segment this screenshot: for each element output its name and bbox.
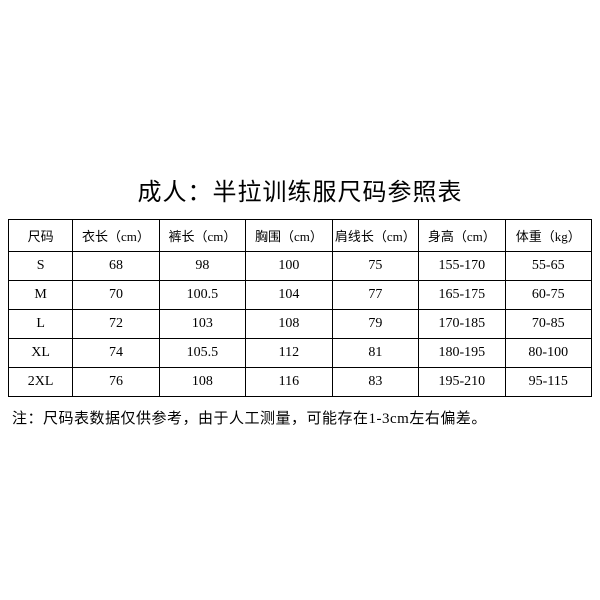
cell-value: 95-115 (505, 368, 591, 397)
table-row: S 68 98 100 75 155-170 55-65 (9, 252, 592, 281)
cell-value: 79 (332, 310, 418, 339)
cell-size: 2XL (9, 368, 73, 397)
cell-value: 104 (246, 281, 332, 310)
page-title: 成人：半拉训练服尺码参照表 (8, 172, 592, 207)
col-header-height: 身高（cm） (419, 220, 505, 252)
cell-value: 98 (159, 252, 245, 281)
cell-value: 195-210 (419, 368, 505, 397)
footnote: 注：尺码表数据仅供参考，由于人工测量，可能存在1-3cm左右偏差。 (8, 407, 592, 428)
cell-value: 60-75 (505, 281, 591, 310)
cell-value: 55-65 (505, 252, 591, 281)
cell-value: 100.5 (159, 281, 245, 310)
size-table: 尺码 衣长（cm） 裤长（cm） 胸围（cm） 肩线长（cm） 身高（cm） 体… (8, 219, 592, 397)
cell-value: 108 (159, 368, 245, 397)
table-header-row: 尺码 衣长（cm） 裤长（cm） 胸围（cm） 肩线长（cm） 身高（cm） 体… (9, 220, 592, 252)
cell-value: 75 (332, 252, 418, 281)
cell-size: L (9, 310, 73, 339)
cell-value: 76 (73, 368, 159, 397)
cell-value: 100 (246, 252, 332, 281)
cell-value: 165-175 (419, 281, 505, 310)
cell-value: 72 (73, 310, 159, 339)
cell-size: M (9, 281, 73, 310)
cell-value: 112 (246, 339, 332, 368)
col-header-pants: 裤长（cm） (159, 220, 245, 252)
col-header-shoulder: 肩线长（cm） (332, 220, 418, 252)
cell-value: 83 (332, 368, 418, 397)
cell-value: 70-85 (505, 310, 591, 339)
cell-value: 68 (73, 252, 159, 281)
cell-value: 116 (246, 368, 332, 397)
cell-value: 70 (73, 281, 159, 310)
cell-size: S (9, 252, 73, 281)
cell-value: 103 (159, 310, 245, 339)
cell-value: 74 (73, 339, 159, 368)
cell-value: 108 (246, 310, 332, 339)
cell-value: 180-195 (419, 339, 505, 368)
cell-value: 105.5 (159, 339, 245, 368)
cell-value: 155-170 (419, 252, 505, 281)
table-row: XL 74 105.5 112 81 180-195 80-100 (9, 339, 592, 368)
col-header-size: 尺码 (9, 220, 73, 252)
cell-value: 81 (332, 339, 418, 368)
cell-value: 77 (332, 281, 418, 310)
table-row: M 70 100.5 104 77 165-175 60-75 (9, 281, 592, 310)
cell-value: 170-185 (419, 310, 505, 339)
col-header-chest: 胸围（cm） (246, 220, 332, 252)
cell-value: 80-100 (505, 339, 591, 368)
table-row: L 72 103 108 79 170-185 70-85 (9, 310, 592, 339)
col-header-length: 衣长（cm） (73, 220, 159, 252)
cell-size: XL (9, 339, 73, 368)
table-row: 2XL 76 108 116 83 195-210 95-115 (9, 368, 592, 397)
col-header-weight: 体重（kg） (505, 220, 591, 252)
table-body: S 68 98 100 75 155-170 55-65 M 70 100.5 … (9, 252, 592, 397)
size-chart-container: 成人：半拉训练服尺码参照表 尺码 衣长（cm） 裤长（cm） 胸围（cm） 肩线… (0, 172, 600, 428)
